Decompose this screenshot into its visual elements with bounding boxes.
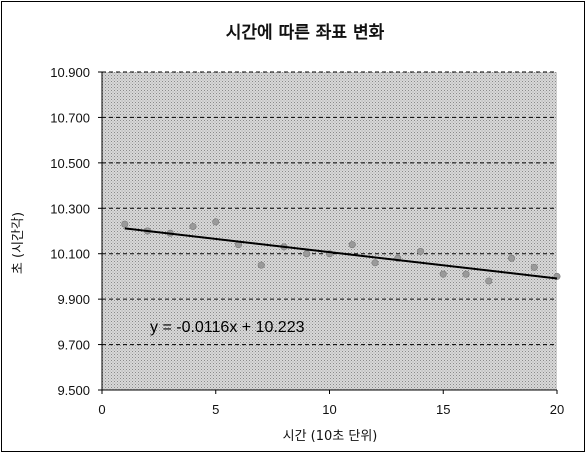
data-point (371, 259, 379, 267)
x-tick-label: 20 (550, 402, 564, 417)
y-tick-label: 9.500 (57, 383, 90, 398)
data-point (462, 270, 470, 278)
data-point (439, 270, 447, 278)
y-tick-label: 10.500 (50, 156, 90, 171)
trendline-equation: y = -0.0116x + 10.223 (150, 319, 305, 336)
y-tick-label: 10.700 (50, 110, 90, 125)
data-point (212, 218, 220, 226)
data-point (507, 254, 515, 262)
plot-background (102, 72, 557, 390)
data-point (530, 263, 538, 271)
y-tick-label: 9.900 (57, 292, 90, 307)
y-axis-label: 초 (시간각) (11, 212, 26, 274)
y-tick-label: 10.300 (50, 201, 90, 216)
data-point (416, 247, 424, 255)
x-tick-label: 10 (322, 402, 336, 417)
y-tick-label: 9.700 (57, 338, 90, 353)
trendline (124, 227, 558, 280)
plot-area (101, 71, 557, 391)
y-tick-label: 10.100 (50, 247, 90, 262)
data-point (257, 261, 265, 269)
data-point (348, 241, 356, 249)
chart-title: 시간에 따른 좌표 변화 (226, 23, 385, 43)
y-tick-label: 10.900 (50, 65, 90, 80)
data-point (303, 250, 311, 258)
data-point (121, 220, 129, 228)
data-point (485, 277, 493, 285)
x-tick-label: 5 (212, 402, 219, 417)
x-tick-label: 15 (436, 402, 450, 417)
tick-labels: 9.500 9.700 9.900 10.100 10.300 10.500 10.700 1… (50, 65, 564, 417)
x-axis-label: 시간 (10초 단위) (283, 429, 378, 444)
data-point (189, 222, 197, 230)
x-tick-label: 0 (98, 402, 105, 417)
